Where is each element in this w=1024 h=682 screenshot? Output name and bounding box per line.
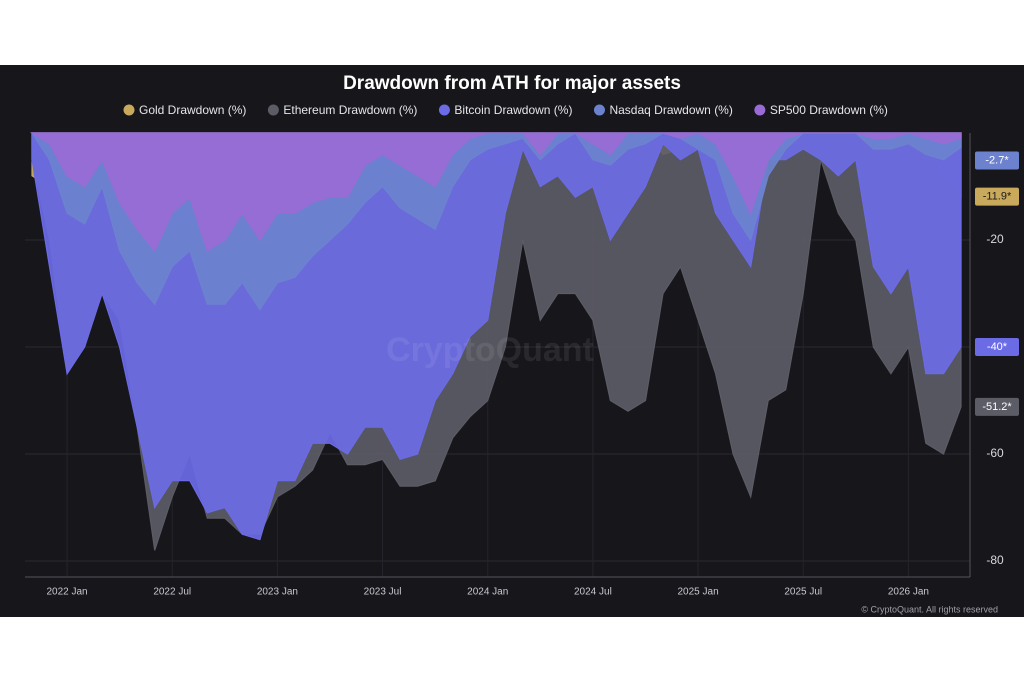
y-tick-label: -80: [986, 553, 1004, 567]
x-tick-label: 2024 Jan: [467, 587, 508, 598]
y-tick-label: -60: [986, 446, 1004, 460]
end-label: -2.7*: [985, 154, 1009, 166]
area: [29, 132, 962, 252]
end-label-box: [975, 187, 1019, 206]
legend-label: Gold Drawdown (%): [139, 103, 246, 117]
x-tick-label: 2023 Jan: [257, 587, 298, 598]
x-tick-label: 2022 Jul: [153, 587, 191, 598]
y-tick-label: -20: [986, 232, 1004, 246]
legend-label: Ethereum Drawdown (%): [283, 103, 417, 117]
x-tick-label: 2023 Jul: [364, 587, 402, 598]
legend-swatch: [754, 104, 766, 116]
end-label-box: [975, 337, 1019, 356]
x-tick-label: 2026 Jan: [888, 587, 929, 598]
legend-label: SP500 Drawdown (%): [770, 103, 888, 117]
legend-swatch: [123, 104, 135, 116]
credit: © CryptoQuant. All rights reserved: [861, 604, 998, 614]
legend-swatch: [438, 104, 450, 116]
x-tick-label: 2022 Jan: [46, 587, 87, 598]
x-tick-label: 2024 Jul: [574, 587, 612, 598]
end-label: -40*: [987, 341, 1008, 353]
end-label-box: [975, 151, 1019, 170]
legend-label: Bitcoin Drawdown (%): [454, 103, 572, 117]
watermark: CryptoQuant: [386, 331, 594, 369]
end-label-box: [975, 397, 1019, 416]
end-label: -51.2*: [982, 401, 1012, 413]
legend-label: Nasdaq Drawdown (%): [609, 103, 732, 117]
x-tick-label: 2025 Jan: [677, 587, 718, 598]
legend-swatch: [593, 104, 605, 116]
legend-swatch: [267, 104, 279, 116]
end-label: -11.9*: [983, 191, 1012, 203]
chart-title: Drawdown from ATH for major assets: [343, 73, 681, 94]
x-tick-label: 2025 Jul: [784, 587, 822, 598]
